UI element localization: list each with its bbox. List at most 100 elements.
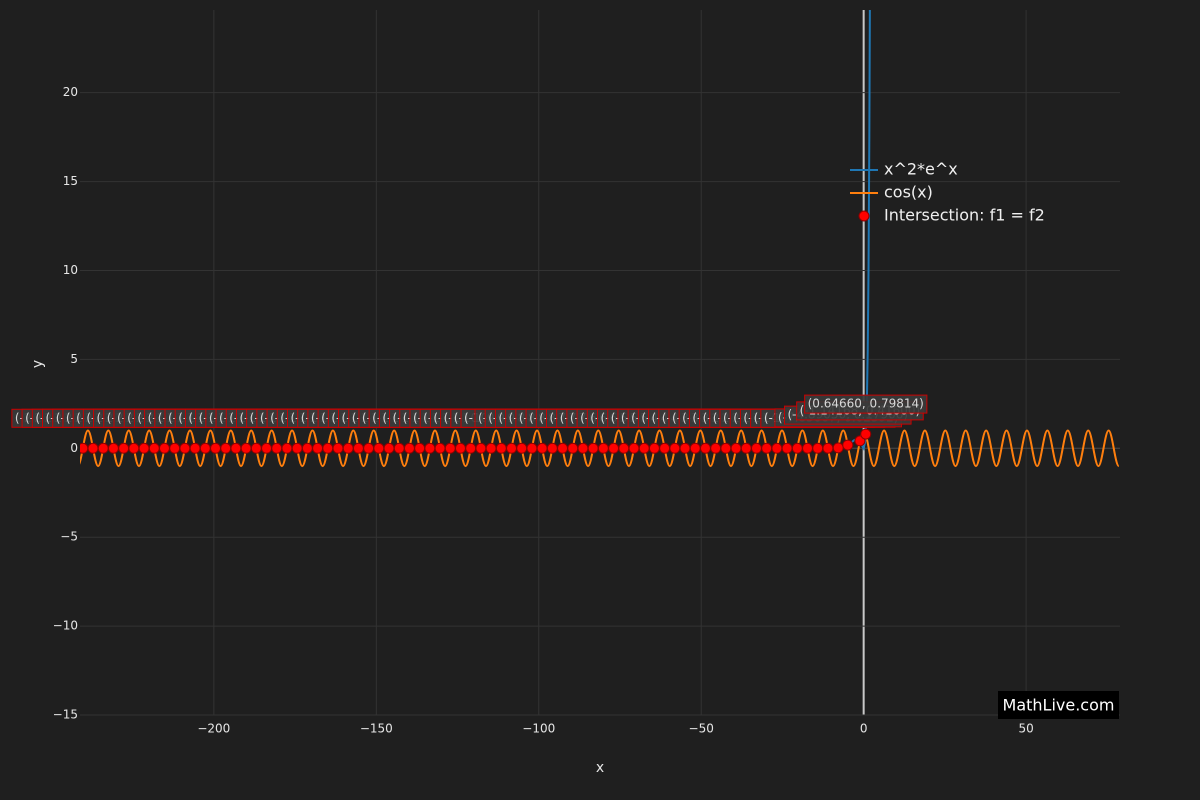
x-tick-label: 0	[860, 722, 868, 736]
x-tick-label: −50	[689, 722, 714, 736]
intersection-point	[771, 442, 783, 454]
intersection-point	[454, 442, 466, 454]
legend-label: x^2*e^x	[884, 160, 958, 179]
intersection-point	[465, 442, 477, 454]
intersection-point	[740, 442, 752, 454]
intersection-point	[179, 442, 191, 454]
line	[80, 429, 1120, 468]
intersection-point	[250, 442, 262, 454]
intersection-point	[261, 442, 273, 454]
intersection-point	[812, 442, 824, 454]
x-tick-label: 50	[1018, 722, 1033, 736]
intersection-point	[148, 442, 160, 454]
intersection-point	[679, 442, 691, 454]
intersection-point	[434, 442, 446, 454]
intersection-point	[342, 442, 354, 454]
y-tick-label: 10	[63, 263, 78, 277]
y-tick-label: 0	[70, 441, 78, 455]
intersection-point	[618, 442, 630, 454]
plot-area	[80, 10, 1120, 468]
intersection-point	[557, 442, 569, 454]
x-tick-label: −200	[197, 722, 230, 736]
intersection-point	[393, 442, 405, 454]
intersection-point	[414, 442, 426, 454]
intersection-point	[720, 442, 732, 454]
intersection-point	[230, 442, 242, 454]
y-tick-label: 20	[63, 85, 78, 99]
intersection-point	[281, 442, 293, 454]
intersection-point	[577, 442, 589, 454]
intersection-point	[669, 442, 681, 454]
intersection-point	[516, 442, 528, 454]
intersection-point	[271, 442, 283, 454]
intersection-point	[199, 442, 211, 454]
intersection-point	[291, 442, 303, 454]
intersection-point	[750, 442, 762, 454]
intersection-point	[118, 442, 130, 454]
y-axis-title: y	[30, 360, 46, 368]
intersection-point	[373, 442, 385, 454]
intersection-point	[638, 442, 650, 454]
grid	[80, 10, 1120, 716]
intersection-point	[485, 442, 497, 454]
intersection-point	[526, 442, 538, 454]
intersection-point	[506, 442, 518, 454]
intersection-point	[138, 442, 150, 454]
x-tick-label: −150	[360, 722, 393, 736]
intersection-point	[383, 442, 395, 454]
point-labels: (-240.33184, 0.00000)(-237.19025, 0.0000…	[11, 394, 928, 428]
intersection-point	[689, 442, 701, 454]
intersection-point	[403, 442, 415, 454]
label-box	[804, 394, 928, 414]
intersection-point	[210, 442, 222, 454]
intersection-point	[107, 442, 119, 454]
intersection-point	[332, 442, 344, 454]
intersection-point	[761, 442, 773, 454]
intersection-point	[312, 442, 324, 454]
y-tick-label: −5	[60, 530, 78, 544]
intersection-point	[659, 442, 671, 454]
intersection-point	[158, 442, 170, 454]
y-tick-label: −15	[53, 708, 78, 722]
intersection-point	[832, 442, 844, 454]
intersection-point	[781, 442, 793, 454]
intersection-point	[220, 442, 232, 454]
y-tick-label: 5	[70, 352, 78, 366]
legend-label: cos(x)	[884, 183, 933, 202]
intersection-point	[352, 442, 364, 454]
legend-marker	[858, 210, 870, 222]
intersection-point	[87, 442, 99, 454]
intersection-point	[128, 442, 140, 454]
intersection-point	[842, 439, 854, 451]
intersection-point	[860, 428, 872, 440]
intersection-point	[710, 442, 722, 454]
legend: x^2*e^x cos(x) Intersection: f1 = f2	[850, 160, 1045, 225]
x-tick-label: −100	[522, 722, 555, 736]
intersection-point	[567, 442, 579, 454]
intersection-point	[169, 442, 181, 454]
intersection-point	[648, 442, 660, 454]
y-tick-label: −10	[53, 619, 78, 633]
intersection-point	[475, 442, 487, 454]
watermark: MathLive.com	[1003, 696, 1115, 715]
intersection-point	[791, 442, 803, 454]
intersection-point	[424, 442, 436, 454]
intersection-point	[444, 442, 456, 454]
legend-label: Intersection: f1 = f2	[884, 206, 1045, 225]
intersection-point	[240, 442, 252, 454]
watermark-box	[998, 691, 1119, 719]
intersection-point	[546, 442, 558, 454]
intersection-point	[822, 442, 834, 454]
intersection-point	[189, 442, 201, 454]
point-label: (0.64660, 0.79814)	[808, 397, 924, 411]
intersection-point	[597, 442, 609, 454]
intersection-point	[802, 442, 814, 454]
intersection-point	[699, 442, 711, 454]
intersection-point	[363, 442, 375, 454]
intersection-point	[301, 442, 313, 454]
x-axis-title: x	[596, 760, 604, 776]
